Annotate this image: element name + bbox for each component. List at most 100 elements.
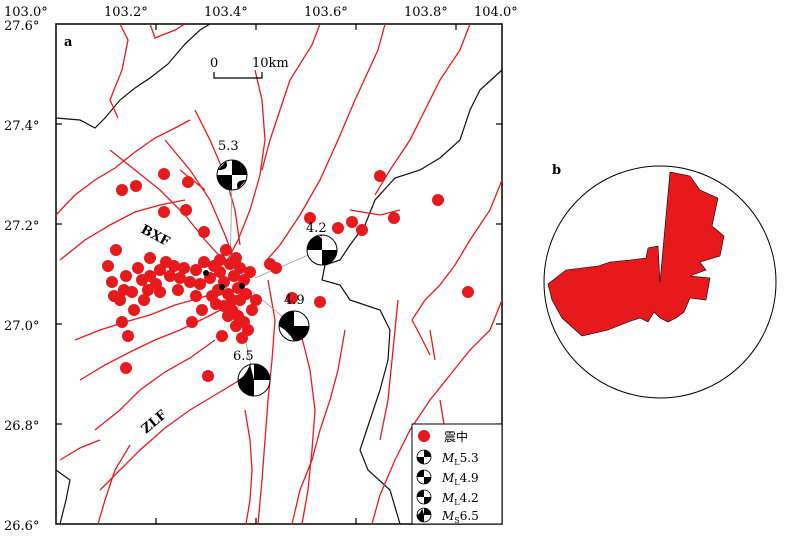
mechanism-label: 4.2 xyxy=(306,221,327,236)
beachball-icon xyxy=(278,310,310,342)
map-panel: 103.0° 103.2° 103.4° 103.6° 103.8° 104.0… xyxy=(4,5,518,534)
epicenter-dot xyxy=(180,204,192,216)
epicenter-dot xyxy=(154,286,166,298)
epicenter-dot xyxy=(216,330,228,342)
lon-tick-label: 104.0° xyxy=(474,5,518,20)
epicenter-legend-icon xyxy=(418,430,430,442)
epicenter-dot xyxy=(198,226,210,238)
epicenter-dot xyxy=(126,286,138,298)
lon-tick-label: 103.4° xyxy=(204,5,248,20)
beachball-legend-icon xyxy=(416,489,432,505)
panel-label-b: b xyxy=(552,163,561,178)
epicenter-dot xyxy=(250,294,262,306)
focal-mechanism-4-2: 4.2 xyxy=(306,221,338,266)
epicenter-dot xyxy=(246,304,258,316)
epicenter-dot xyxy=(182,176,194,188)
small-black-events xyxy=(203,270,245,290)
rose-petals xyxy=(547,171,725,337)
legend-item: ML4.2 xyxy=(441,491,479,507)
beachball-icon xyxy=(306,234,338,266)
rose-panel: b xyxy=(543,163,777,399)
epicenter-dot xyxy=(174,272,186,284)
province-boundary xyxy=(55,23,503,525)
epicenter-dot xyxy=(462,286,474,298)
lon-tick-labels: 103.0° 103.2° 103.4° 103.6° 103.8° 104.0… xyxy=(4,5,518,20)
epicenter-dot xyxy=(190,264,202,276)
epicenter-dot xyxy=(226,294,238,306)
epicenter-dot xyxy=(128,304,140,316)
lat-tick-labels: 27.6° 27.4° 27.2° 27.0° 26.8° 26.6° xyxy=(4,19,39,534)
epicenter-dot xyxy=(158,168,170,180)
epicenter-dot xyxy=(222,310,234,322)
focal-mechanism-4-9: 4.9 xyxy=(278,293,310,342)
epicenter-dot xyxy=(356,224,368,236)
epicenter-dot xyxy=(230,252,242,264)
lat-tick-label: 26.8° xyxy=(4,419,39,434)
epicenter-dot xyxy=(332,222,344,234)
epicenter-dot xyxy=(144,252,156,264)
epicenter-dot xyxy=(178,262,190,274)
epicenter-dot xyxy=(286,292,298,304)
epicenter-dot xyxy=(110,244,122,256)
epicenter-dot xyxy=(120,270,132,282)
epicenter-dot xyxy=(168,260,180,272)
lon-tick-label: 103.0° xyxy=(4,5,48,20)
lon-tick-label: 103.6° xyxy=(304,5,348,20)
fault-lines xyxy=(55,23,503,525)
lon-tick-label: 103.8° xyxy=(404,5,448,20)
epicenter-dot xyxy=(164,270,176,282)
epicenter-dot xyxy=(158,206,170,218)
legend-item: ML4.9 xyxy=(441,471,479,487)
epicenter-dot xyxy=(184,276,196,288)
scale-start-label: 0 xyxy=(210,56,218,71)
lat-tick-label: 27.2° xyxy=(4,219,39,234)
epicenter-dot xyxy=(304,212,316,224)
epicenter-dot xyxy=(234,262,246,274)
lon-tick-label: 103.2° xyxy=(104,5,148,20)
legend-item: MS6.5 xyxy=(441,509,479,525)
epicenter-dot xyxy=(346,216,358,228)
lat-tick-label: 27.4° xyxy=(4,119,39,134)
epicenter-dot xyxy=(116,184,128,196)
epicenter-dot xyxy=(132,262,144,274)
epicenter-dot xyxy=(374,170,386,182)
legend-epicenter-label: 震中 xyxy=(444,429,468,444)
panel-label-a: a xyxy=(64,35,73,50)
epicenter-dot xyxy=(214,266,226,278)
epicenter-dot xyxy=(214,254,226,266)
epicenter-dot xyxy=(138,294,150,306)
beachball-icon xyxy=(237,363,271,397)
epicenter-dot xyxy=(190,290,202,302)
focal-mechanism-5-3: 5.3 xyxy=(216,139,248,191)
epicenter-dot xyxy=(194,278,206,290)
map-ticks xyxy=(56,24,502,524)
epicenter-dot xyxy=(116,316,128,328)
mechanism-label: 5.3 xyxy=(218,139,239,154)
epicenter-dot xyxy=(244,266,256,278)
epicenter-dot xyxy=(388,212,400,224)
beachball-legend-icon xyxy=(416,449,432,465)
lat-tick-label: 27.0° xyxy=(4,319,39,334)
epicenter-dot xyxy=(186,316,198,328)
epicenter-dot xyxy=(106,276,118,288)
scale-end-label: 10km xyxy=(252,56,289,71)
epicenter-dot xyxy=(242,324,254,336)
epicenter-dot xyxy=(114,294,126,306)
epicenter-dot xyxy=(122,330,134,342)
map-legend: 震中 ML5.3 ML4.9 ML4.2 MS6.5 xyxy=(411,423,503,525)
beachball-legend-icon xyxy=(416,507,432,523)
epicenter-dot xyxy=(120,362,132,374)
epicenter-dot xyxy=(102,260,114,272)
mechanism-label: 4.9 xyxy=(284,293,305,308)
epicenter-dot xyxy=(314,296,326,308)
focal-mechanism-6-5: 6.5 xyxy=(233,349,271,397)
epicenter-dot xyxy=(196,304,208,316)
epicenter-dot xyxy=(202,370,214,382)
lat-tick-label: 27.6° xyxy=(4,19,39,34)
epicenter-dot xyxy=(230,320,242,332)
epicenter-dot xyxy=(270,262,282,274)
scale-bar: 0 10km xyxy=(210,56,289,79)
epicenter-dot xyxy=(220,244,232,256)
mechanism-label: 6.5 xyxy=(233,349,254,364)
